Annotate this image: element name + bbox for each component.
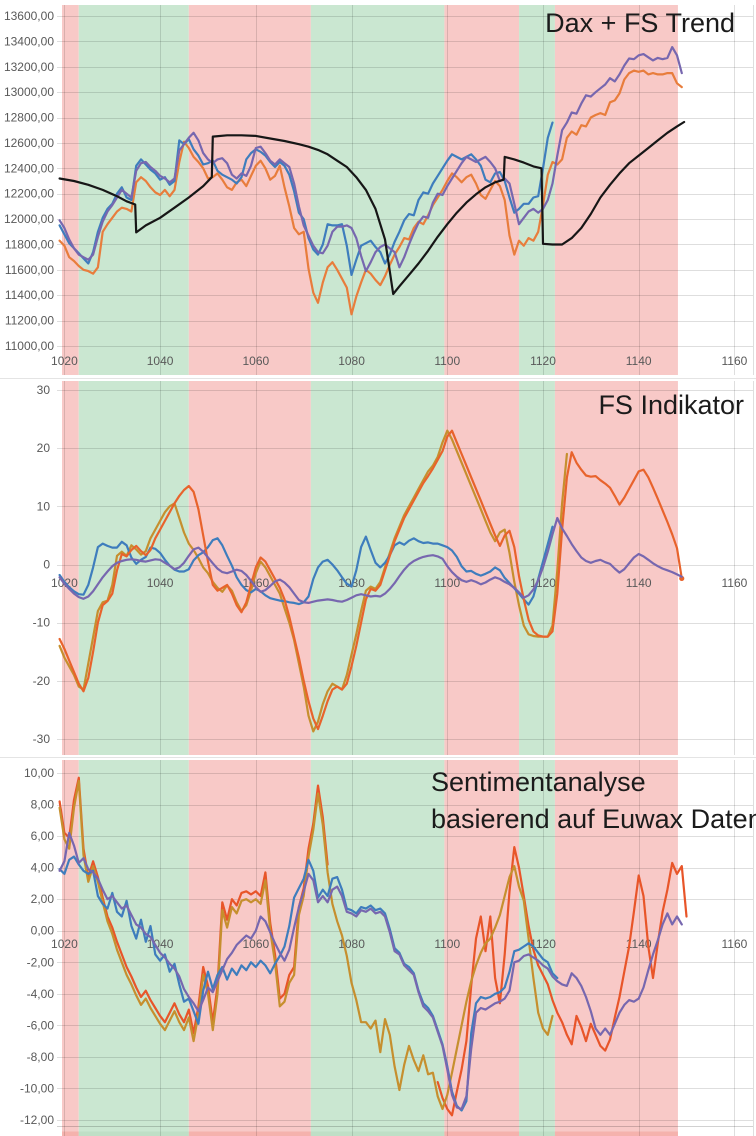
x-axis-tick-label: 1160 [721,937,747,951]
y-axis-tick-label: 10 [37,499,51,513]
series-fs-trend-black [58,120,686,296]
y-axis-tick-label: 30 [37,383,51,397]
y-axis-tick-label: -8,00 [27,1050,55,1064]
y-axis-tick-label: 11600,00 [5,263,54,277]
gridlines [57,5,754,375]
y-axis-tick-label: -30 [33,732,51,746]
series-purple-forecast [58,45,683,273]
series-sentiment-blue [58,855,559,1112]
y-axis-tick-label: 10,00 [24,766,54,780]
y-axis-tick-label: 13200,00 [4,60,54,74]
chart-dax-fs-trend: 13600,00 13400,00 13200,00 13000,00 12800,00… [0,0,756,379]
y-axis-tick-label: -4,00 [27,987,55,1001]
y-axis-tick-label: -6,00 [27,1018,55,1032]
series-sentiment-gold [58,779,554,1111]
y-axis-tick-label: 13000,00 [4,85,54,99]
x-axis-tick-label: 1040 [147,576,174,590]
x-axis-tick-label: 1060 [242,354,269,368]
y-axis-tick-label: 0,00 [31,924,55,938]
series-indicator-purple [58,516,683,604]
gridlines [57,381,754,755]
y-axis-tick-label: -20 [33,674,51,688]
series-sentiment-orange [58,776,688,1117]
x-axis-tick-label: 1160 [721,354,747,368]
dax-fs-trend-plot: 13600,00 13400,00 13200,00 13000,00 12800,00… [4,5,754,375]
y-axis-tick-label: 13400,00 [4,34,54,48]
axis-tick-labels: 10,00 8,00 6,00 4,00 2,00 0,00 -2,00 -4,00 -6,00… [20,766,748,1127]
x-axis-tick-label: 1100 [434,354,460,368]
x-axis-tick-label: 1160 [721,576,747,590]
y-axis-tick-label: 12400,00 [4,161,54,175]
y-axis-tick-label: 11400,00 [5,288,54,302]
chart-sentimentanalyse: 10,00 8,00 6,00 4,00 2,00 0,00 -2,00 -4,00 -6,00… [0,758,756,1136]
x-axis-tick-label: 1120 [530,354,556,368]
y-axis-tick-label: -10,00 [20,1081,54,1095]
y-axis-tick-label: 12600,00 [4,136,54,150]
x-axis-tick-label: 1080 [338,354,365,368]
y-axis-tick-label: 0 [43,558,50,572]
y-axis-tick-label: -12,00 [20,1113,54,1127]
y-axis-tick-label: 13600,00 [4,9,54,23]
y-axis-tick-label: -10 [33,616,51,630]
y-axis-tick-label: 4,00 [31,861,55,875]
x-axis-tick-label: 1140 [626,354,652,368]
x-axis-tick-label: 1020 [51,354,78,368]
series-sentiment-purple [58,831,683,1111]
y-axis-tick-label: 12800,00 [4,111,54,125]
y-axis-tick-label: 12200,00 [4,187,54,201]
y-axis-tick-label: -2,00 [27,955,55,969]
chart-fs-indikator: 30 20 10 0 -10 -20 -30 1020 1040 1060 1080 1100 1120… [0,379,756,758]
x-axis-tick-label: 1140 [626,576,652,590]
series-indicator-gold [58,429,569,733]
x-axis-tick-label: 1100 [434,937,460,951]
y-axis-tick-label: 20 [37,441,51,455]
gridlines [57,760,754,1136]
y-axis-tick-label: 11800,00 [5,237,54,251]
x-axis-tick-label: 1060 [242,937,269,951]
regime-bands [62,381,678,755]
y-axis-tick-label: 12000,00 [4,212,54,226]
x-axis-tick-label: 1120 [530,937,556,951]
sentimentanalyse-plot: 10,00 8,00 6,00 4,00 2,00 0,00 -2,00 -4,00 -6,00… [20,760,754,1136]
x-axis-tick-label: 1040 [147,354,174,368]
x-axis-tick-label: 1100 [434,576,460,590]
series-indicator-blue [58,525,554,606]
x-axis-tick-label: 1140 [626,937,652,951]
y-axis-tick-label: 6,00 [31,829,55,843]
y-axis-tick-label: 2,00 [31,892,55,906]
y-axis-tick-label: 11000,00 [5,339,54,353]
x-axis-tick-label: 1020 [51,937,78,951]
y-axis-tick-label: 8,00 [31,798,55,812]
y-axis-tick-label: 11200,00 [5,314,54,328]
axis-tick-labels: 13600,00 13400,00 13200,00 13000,00 12800,00… [4,9,748,368]
regime-bands [62,5,678,375]
series-orange-forecast [58,69,683,316]
